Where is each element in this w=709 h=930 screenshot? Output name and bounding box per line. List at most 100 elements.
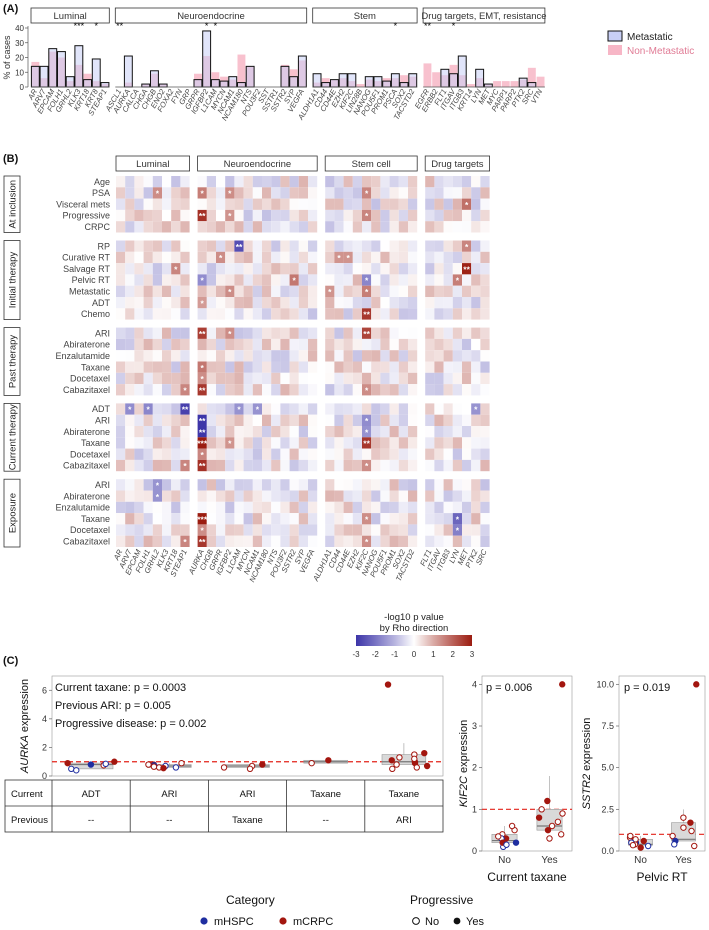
panel-b-row-label: ADT: [92, 298, 111, 308]
heatmap-legend-tick: -3: [352, 650, 360, 659]
data-point: [544, 826, 552, 834]
heatmap-cell: [425, 198, 435, 210]
heatmap-cell: [443, 274, 453, 286]
heatmap-cell: [443, 338, 453, 351]
heatmap-star: *: [365, 385, 369, 395]
heatmap-cell: [143, 198, 153, 210]
heatmap-star: *: [465, 200, 469, 210]
heatmap-star: *: [474, 405, 478, 415]
heatmap-star: *: [228, 287, 232, 297]
panel-b-row-label: ADT: [92, 404, 111, 414]
heatmap-cell: [252, 176, 262, 188]
heatmap-cell: [262, 490, 272, 502]
heatmap-cell: [143, 251, 153, 264]
heatmap-cell: [389, 187, 399, 199]
heatmap-cell: [408, 501, 418, 514]
heatmap-cell: [289, 198, 299, 210]
heatmap-cell: [252, 535, 262, 547]
heatmap-cell: [480, 263, 490, 275]
panel-b-row-group-label: At inclusion: [8, 180, 19, 229]
data-point: [145, 761, 152, 768]
heatmap-cell: [343, 176, 353, 188]
heatmap-cell: [197, 403, 207, 415]
heatmap-cell: [371, 524, 381, 536]
heatmap-cell: [252, 327, 262, 339]
heatmap-cell: [362, 490, 372, 502]
data-point: [544, 797, 551, 805]
heatmap-star: *: [365, 189, 369, 199]
heatmap-cell: [480, 187, 490, 199]
heatmap-cell: [362, 198, 372, 210]
bar-metastatic: [390, 73, 400, 88]
heatmap-cell: [452, 426, 462, 438]
heatmap-cell: [216, 285, 226, 297]
heatmap-cell: [334, 361, 344, 373]
heatmap-cell: [206, 403, 216, 415]
heatmap-cell: [434, 263, 444, 275]
heatmap-cell: [206, 426, 216, 438]
significance-star: **: [424, 21, 432, 31]
heatmap-cell: [298, 403, 308, 415]
heatmap-cell: [398, 459, 408, 472]
panel-b-row-label: Pelvic RT: [72, 275, 111, 285]
heatmap-cell: [289, 251, 299, 264]
heatmap-cell: [262, 240, 272, 252]
heatmap-cell: [325, 524, 335, 536]
heatmap-cell: [252, 198, 262, 210]
heatmap-cell: [171, 426, 181, 438]
bar-nonmetastatic: [527, 67, 536, 87]
heatmap-cell: [362, 240, 372, 252]
data-point: [546, 835, 553, 842]
heatmap-cell: [425, 251, 435, 264]
heatmap-cell: [116, 297, 126, 309]
heatmap-cell: [425, 490, 435, 502]
heatmap-cell: [197, 263, 207, 275]
panel-b-row-label: Docetaxel: [70, 525, 110, 535]
heatmap-cell: [271, 501, 281, 514]
data-point: [669, 832, 676, 840]
heatmap-cell: [206, 297, 216, 309]
heatmap-cell: [280, 459, 290, 472]
heatmap-cell: [171, 251, 181, 264]
heatmap-cell: [197, 437, 207, 449]
heatmap-cell: [289, 221, 299, 233]
heatmap-cell: [234, 513, 244, 525]
heatmap-cell: [452, 221, 462, 233]
heatmap-cell: [408, 426, 418, 438]
heatmap-cell: [162, 372, 172, 385]
panel-a-label: (A): [3, 3, 19, 15]
heatmap-cell: [371, 327, 381, 339]
heatmap-cell: [480, 221, 490, 233]
heatmap-cell: [289, 479, 299, 491]
heatmap-cell: [380, 459, 390, 472]
heatmap-cell: [452, 479, 462, 491]
heatmap-cell: [352, 198, 362, 210]
heatmap-cell: [480, 240, 490, 252]
heatmap-cell: [389, 274, 399, 286]
panel-c-x-tick-label: Yes: [541, 855, 557, 866]
heatmap-cell: [480, 372, 490, 385]
heatmap-cell: [162, 350, 172, 362]
heatmap-cell: [171, 414, 181, 426]
heatmap-cell: [334, 501, 344, 514]
heatmap-cell: [389, 448, 399, 460]
heatmap-cell: [343, 263, 353, 275]
heatmap-cell: [298, 459, 308, 472]
heatmap-cell: [371, 403, 381, 415]
heatmap-cell: [134, 240, 144, 252]
heatmap-cell: [143, 263, 153, 275]
heatmap-cell: [162, 513, 172, 525]
heatmap-cell: [334, 350, 344, 362]
heatmap-cell: [443, 263, 453, 275]
legend-label-nonmetastatic: Non-Metastatic: [627, 46, 694, 57]
panel-b-row-label: Abiraterone: [63, 427, 110, 437]
heatmap-cell: [325, 414, 335, 426]
heatmap-cell: [425, 338, 435, 351]
heatmap-cell: [362, 327, 372, 339]
bar-metastatic: [219, 80, 229, 88]
heatmap-cell: [225, 448, 235, 460]
heatmap-cell: [352, 209, 362, 222]
heatmap-cell: [425, 524, 435, 536]
heatmap-cell: [343, 524, 353, 536]
heatmap-cell: [252, 403, 262, 415]
